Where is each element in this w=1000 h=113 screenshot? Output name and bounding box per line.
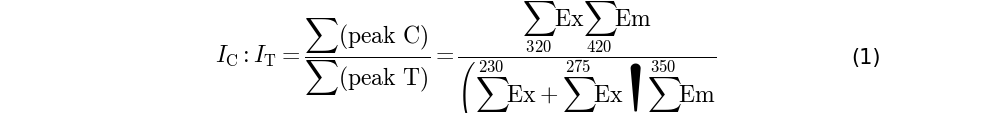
Text: (1): (1)	[851, 47, 881, 67]
Text: $I_{\rm C} : I_{\rm T} = \dfrac{\sum(\rm peak\ C)}{\sum(\rm peak\ T)} = \dfrac{\: $I_{\rm C} : I_{\rm T} = \dfrac{\sum(\rm…	[215, 0, 717, 113]
